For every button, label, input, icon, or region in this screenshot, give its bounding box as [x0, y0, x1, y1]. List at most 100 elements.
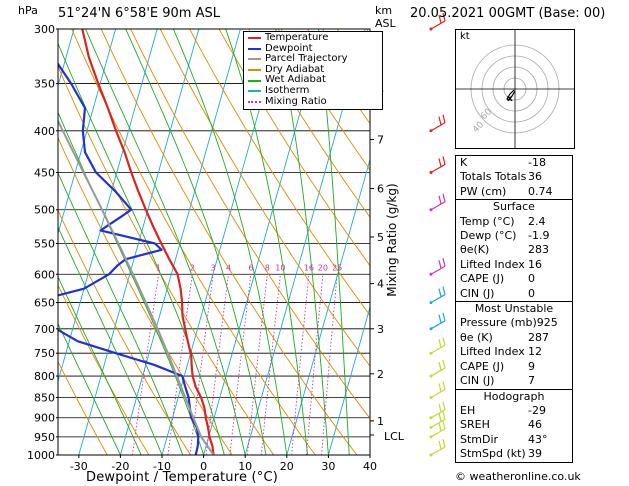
wind-barb-flag — [442, 312, 446, 321]
index-label: CIN (J) — [460, 374, 495, 388]
wind-barb-flag — [438, 339, 442, 348]
wind-barb-flag — [442, 411, 446, 420]
km-tick-label: 1 — [377, 415, 384, 428]
temperature-tick-label: 20 — [280, 460, 294, 473]
index-row-k: K -18 — [456, 156, 572, 170]
legend-label: Parcel Trajectory — [265, 53, 348, 65]
wind-barb-base — [429, 416, 433, 420]
km-tick-label: 6 — [377, 183, 384, 196]
index-row: Lifted Index 16 — [456, 258, 572, 272]
dry-adiabat — [58, 65, 275, 455]
index-row: Lifted Index 12 — [456, 345, 572, 359]
km-tick-label: 5 — [377, 231, 384, 244]
mixing-ratio-tick-label: 8 — [265, 263, 270, 272]
dry-adiabat — [159, 29, 370, 367]
legend-swatch — [248, 90, 261, 93]
pressure-tick-labels: 300 350 400 450 500 550 600 650 700 750 800 850 900 9… — [27, 23, 58, 462]
legend-item: Mixing Ratio — [244, 95, 382, 108]
pressure-tick-label: 400 — [34, 125, 55, 138]
isotherm — [0, 29, 32, 455]
index-value: 287 — [528, 330, 549, 344]
km-unit-label: km ASL — [375, 4, 396, 30]
series-temperature — [81, 29, 215, 455]
hodograph: kt 40 60 x — [455, 29, 575, 149]
wind-barb-flag — [442, 286, 446, 295]
wet-adiabat — [58, 275, 142, 455]
wind-barb-flag — [442, 114, 446, 123]
pressure-tick-label: 850 — [34, 392, 55, 405]
wind-barb-base — [429, 272, 433, 276]
index-row: StmSpd (kt) 39 — [456, 447, 572, 461]
wet-adiabat — [225, 29, 309, 455]
legend-label: Mixing Ratio — [265, 95, 327, 107]
wet-adiabat — [318, 29, 350, 455]
wind-barb-staff — [430, 446, 446, 456]
index-label: CIN (J) — [460, 286, 495, 300]
isotherm — [327, 305, 370, 455]
wind-barb-flag — [442, 337, 446, 346]
index-row: Dewp (°C) -1.9 — [456, 229, 572, 243]
pressure-tick-label: 650 — [34, 297, 55, 310]
index-value: 925 — [536, 316, 558, 330]
wind-barb-base — [429, 351, 433, 355]
wind-barb-base — [429, 129, 433, 133]
pressure-tick-label: 550 — [34, 238, 55, 251]
pressure-tick-label: 350 — [34, 78, 55, 91]
wind-barb-flag — [438, 288, 442, 297]
wind-barb-flag — [438, 14, 442, 24]
temperature-tick-labels: -30 -20 -10 0 10 20 30 40 — [70, 455, 377, 473]
legend-item: Parcel Trajectory — [244, 54, 382, 65]
index-value: -1.9 — [528, 229, 550, 243]
indices-panel: K -18 Totals Totals 36 PW (cm) 0.74 Surface… — [455, 155, 573, 463]
index-row: CIN (J) 0 — [456, 287, 572, 301]
wind-barb-flag — [438, 158, 442, 167]
isotherm — [119, 29, 241, 455]
mixing-ratio-axis-label: Mixing Ratio (g/kg) — [385, 183, 399, 297]
mixing-ratio-line — [189, 274, 214, 455]
dry-adiabat — [71, 29, 316, 455]
dry-adiabat — [58, 284, 150, 455]
legend-label: Isotherm — [265, 84, 310, 96]
wind-barb-flag — [442, 193, 446, 202]
wind-barb-flag — [438, 403, 442, 412]
wind-barb-base — [429, 425, 433, 429]
mixing-ratio-tick-label: 16 — [304, 263, 314, 272]
wind-barb-base — [429, 301, 433, 305]
wet-adiabat — [58, 111, 205, 455]
legend-label: Wet Adiabat — [265, 74, 326, 86]
isotherm — [58, 29, 117, 236]
temperature-tick-label: 0 — [200, 460, 207, 473]
wet-adiabat — [85, 29, 246, 455]
temperature-tick-label: -30 — [70, 460, 88, 473]
pressure-tick-label: 800 — [34, 370, 55, 383]
mixing-ratio-line — [321, 274, 338, 455]
temperature-tick-label: -10 — [153, 460, 171, 473]
wind-barb-flag — [442, 12, 446, 22]
pressure-tick-label: 600 — [34, 268, 55, 281]
wind-barb-flag — [438, 361, 442, 371]
wind-barb-base — [429, 453, 433, 457]
station-header: 51°24'N 6°58'E 90m ASL — [58, 6, 220, 21]
index-row: CAPE (J) 9 — [456, 360, 572, 374]
index-pw-value: 0.74 — [528, 184, 553, 198]
wind-barb-staff — [430, 388, 446, 399]
wind-barb-staff — [430, 367, 446, 377]
wind-barb-staff — [430, 320, 446, 330]
wind-barb-flag — [438, 195, 442, 204]
dry-adiabat — [248, 29, 370, 218]
surface-box: Surface Temp (°C) 2.4 Dewp (°C) -1.9 θe(K) 283… — [455, 200, 573, 303]
wind-barb-flag — [438, 383, 442, 392]
temperature-tick-label: 10 — [238, 460, 252, 473]
legend-item: Isotherm — [244, 84, 382, 97]
index-value: 16 — [528, 257, 542, 271]
legend-item: Dry Adiabat — [244, 64, 382, 76]
mixing-ratio-tick-label: 4 — [226, 263, 231, 272]
wind-barb-staff — [430, 201, 446, 211]
wind-barb-staff — [430, 122, 446, 132]
legend-label: Dewpoint — [265, 42, 313, 54]
legend-swatch — [248, 47, 261, 50]
temperature-tick-label: -20 — [111, 460, 129, 473]
legend-item: Dewpoint — [244, 42, 382, 55]
asl-unit-text: ASL — [375, 17, 396, 30]
pressure-tick-label: 950 — [34, 431, 55, 444]
